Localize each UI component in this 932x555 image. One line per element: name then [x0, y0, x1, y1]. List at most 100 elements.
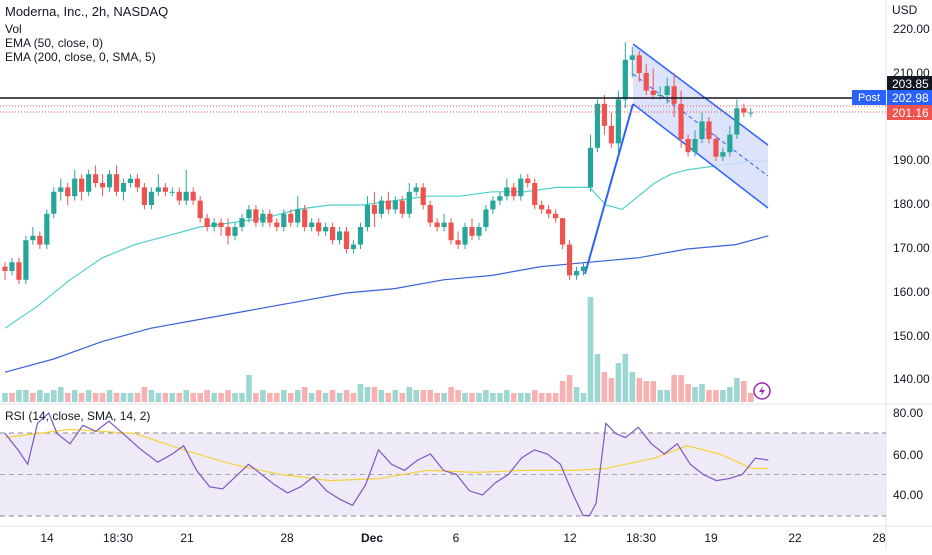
- time-tick: 28: [280, 531, 294, 545]
- candle: [511, 183, 517, 201]
- candle-body: [427, 205, 433, 223]
- candle-body: [316, 222, 322, 232]
- flag-channel-bottom-line[interactable]: [632, 103, 769, 209]
- volume-bar: [531, 390, 538, 402]
- time-axis[interactable]: 14 18:30 21 28 Dec 6 12 18:30 19 22 28: [40, 531, 886, 545]
- candle: [727, 125, 733, 157]
- volume-bar: [545, 393, 552, 402]
- candle: [267, 209, 273, 227]
- chart-title[interactable]: Moderna, Inc., 2h, NASDAQ: [5, 4, 168, 19]
- candle: [413, 183, 419, 197]
- candle: [392, 196, 398, 214]
- time-tick: 14: [40, 531, 54, 545]
- volume-bar: [699, 384, 705, 402]
- candle: [190, 187, 196, 205]
- ema50-line[interactable]: [4, 160, 769, 329]
- candle-body: [657, 95, 663, 96]
- rsi-tick: 80.00: [893, 406, 923, 420]
- candle: [560, 218, 566, 249]
- price-axis[interactable]: USD 220.00 210.00 190.00 180.00 170.00 1…: [892, 3, 930, 386]
- volume-bar: [204, 390, 210, 402]
- flag-channel-top-line[interactable]: [632, 43, 769, 146]
- candle-body: [302, 209, 308, 227]
- candle: [246, 205, 252, 223]
- volume-bar: [469, 393, 475, 402]
- price-badge-dark-text: 203.85: [892, 77, 929, 91]
- candle-body: [573, 271, 580, 276]
- candle-body: [434, 222, 440, 227]
- candle: [378, 196, 384, 219]
- candle: [650, 68, 656, 100]
- candle-body: [615, 99, 621, 144]
- volume-bar: [92, 393, 99, 402]
- candle-body: [155, 187, 161, 192]
- volume-bar: [601, 372, 608, 402]
- candle-body: [225, 227, 231, 236]
- candle-body: [511, 187, 517, 197]
- candle: [260, 209, 266, 227]
- candle-body: [594, 103, 601, 148]
- currency-label: USD: [892, 3, 918, 17]
- candle: [113, 165, 120, 197]
- candle: [518, 174, 524, 201]
- volume-bar: [37, 390, 43, 402]
- candle: [580, 262, 587, 276]
- indicator-label-ema200[interactable]: EMA (200, close, 0, SMA, 5): [5, 50, 156, 64]
- rsi-axis[interactable]: 80.00 60.00 40.00: [893, 406, 923, 502]
- time-tick: 22: [788, 531, 802, 545]
- volume-bar: [113, 393, 120, 402]
- volume-bar: [30, 393, 36, 402]
- volume-bar: [392, 390, 399, 402]
- volume-bar: [692, 387, 698, 402]
- price-tick: 150.00: [893, 329, 930, 343]
- candle: [741, 103, 747, 117]
- volume-bar: [587, 297, 594, 402]
- candle-body: [476, 227, 482, 236]
- post-label: Post: [858, 92, 880, 104]
- candle-body: [267, 213, 273, 223]
- volume-bar: [650, 381, 657, 402]
- rsi-ma-line[interactable]: [4, 428, 769, 482]
- rsi-line[interactable]: [4, 411, 769, 517]
- candle: [239, 213, 245, 232]
- volume-bar: [294, 390, 301, 402]
- candle: [357, 222, 364, 249]
- volume-bar: [747, 393, 754, 402]
- volume-bar: [336, 393, 343, 402]
- volume-bar: [594, 354, 601, 402]
- candle-body: [713, 139, 719, 157]
- volume-bar: [420, 390, 426, 402]
- lightning-icon[interactable]: [753, 382, 771, 400]
- candle-body: [30, 235, 36, 241]
- candle: [448, 218, 454, 245]
- price-pane[interactable]: [0, 0, 886, 404]
- volume-bar: [176, 393, 183, 402]
- candle-body: [336, 231, 343, 241]
- indicator-label-ema50[interactable]: EMA (50, close, 0): [5, 36, 103, 50]
- rsi-label[interactable]: RSI (14, close, SMA, 14, 2): [5, 409, 150, 423]
- candle-body: [16, 262, 22, 280]
- candle-body: [622, 59, 628, 100]
- ema200-line[interactable]: [4, 235, 769, 373]
- volume-bar: [573, 387, 580, 402]
- candle-body: [364, 205, 371, 227]
- volume-bar: [476, 393, 482, 402]
- candle-body: [546, 209, 552, 214]
- flag-pole-line[interactable]: [584, 103, 634, 275]
- volume-bars: [2, 297, 754, 402]
- volume-bar: [106, 390, 113, 402]
- candle: [427, 200, 433, 227]
- candle: [44, 209, 50, 249]
- candle: [288, 209, 294, 227]
- post-price: 202.98: [892, 91, 929, 105]
- candle-body: [734, 108, 740, 135]
- candle-body: [246, 209, 252, 219]
- candle: [72, 169, 78, 201]
- indicator-label-vol[interactable]: Vol: [5, 22, 22, 36]
- candle-body: [148, 191, 154, 205]
- candle-body: [9, 262, 15, 271]
- candle-body: [504, 187, 510, 197]
- candle: [601, 95, 608, 135]
- candle: [685, 134, 691, 157]
- moving-averages: [4, 160, 769, 373]
